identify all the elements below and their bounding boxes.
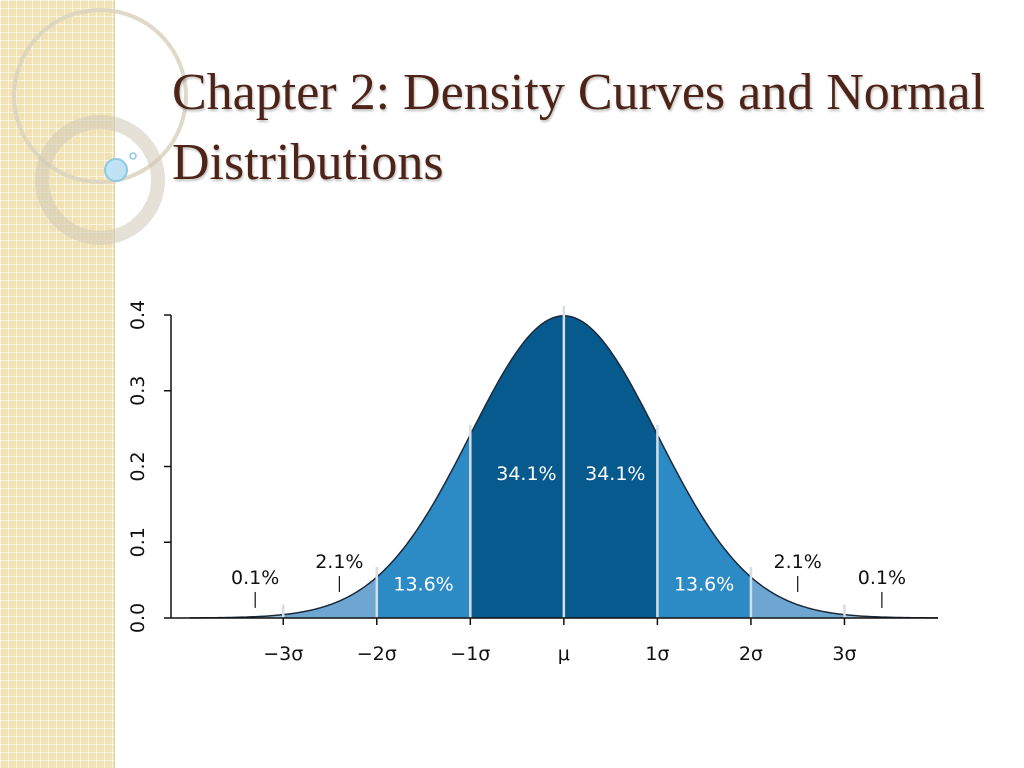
percent-label: 13.6%	[393, 574, 453, 596]
y-tick-label: 0.1	[127, 527, 149, 557]
x-tick-label: 1σ	[645, 643, 669, 665]
region-area-6	[750, 577, 845, 618]
bubble-dot-small	[129, 152, 137, 160]
region-area-1	[283, 577, 377, 618]
percent-label: 2.1%	[774, 551, 822, 573]
ring-large	[12, 8, 188, 184]
percent-label: 34.1%	[585, 463, 645, 485]
normal-distribution-chart: 0.0 0.1 0.2 0.3 0.4 −3σ −2σ −1σ μ 1σ 2σ 3σ 0.1% 2.1% 1…	[127, 300, 939, 665]
x-tick-label: μ	[558, 643, 570, 665]
decorative-rings	[12, 8, 188, 245]
percent-label: 13.6%	[674, 574, 734, 596]
x-tick-label: 3σ	[832, 643, 856, 665]
percent-label: 0.1%	[231, 567, 279, 589]
percent-label: 2.1%	[315, 551, 363, 573]
y-tick-label: 0.4	[127, 300, 149, 330]
bubble-dot	[104, 158, 128, 182]
x-tick-label: 2σ	[739, 643, 763, 665]
ring-small	[35, 115, 165, 245]
percent-label: 0.1%	[858, 567, 906, 589]
slide-title: Chapter 2: Density Curves and Normal Dis…	[172, 64, 986, 191]
y-tick-label: 0.3	[127, 376, 149, 406]
y-tick-label: 0.0	[127, 603, 149, 633]
percent-label: 34.1%	[496, 463, 556, 485]
x-tick-label: −3σ	[263, 643, 303, 665]
x-tick-label: −1σ	[450, 643, 490, 665]
y-tick-label: 0.2	[127, 451, 149, 481]
x-tick-label: −2σ	[357, 643, 397, 665]
